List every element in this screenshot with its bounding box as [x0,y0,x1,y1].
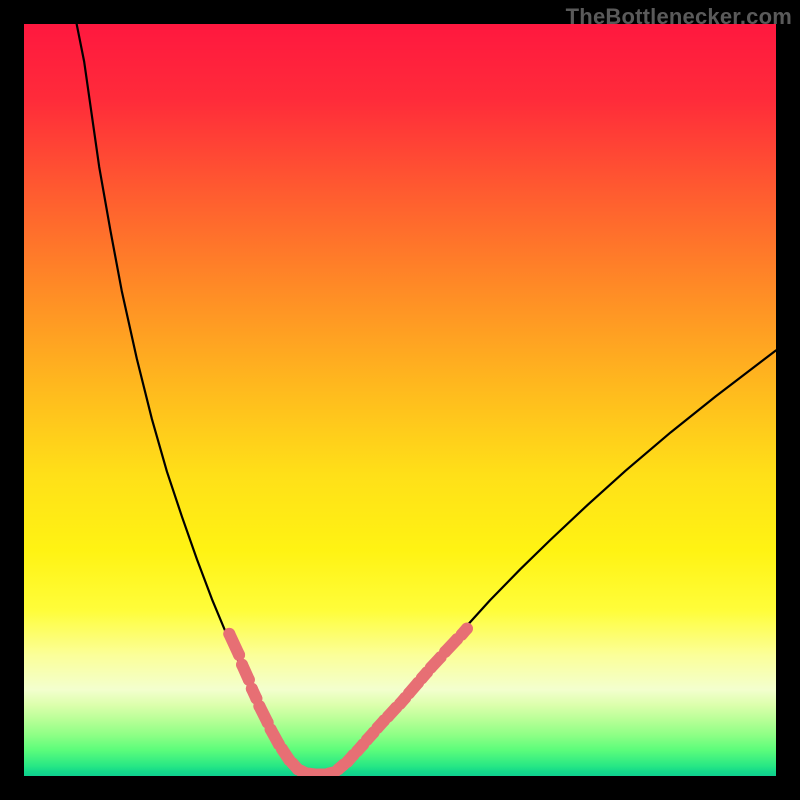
marker-bead [382,711,394,723]
marker-bead [276,743,288,755]
curve-markers [223,623,473,776]
marker-bead [439,646,451,658]
marker-bead [236,659,248,671]
marker-bead [265,723,277,735]
plot-area [24,24,776,776]
page-frame: TheBottlenecker.com [0,0,800,800]
watermark-text: TheBottlenecker.com [566,4,792,30]
marker-bead [425,662,437,674]
marker-bead [253,700,265,712]
marker-bead [403,687,415,699]
marker-bead [223,628,235,640]
bottleneck-curve [77,24,776,774]
marker-bead [461,623,473,635]
curve-layer [24,24,776,776]
